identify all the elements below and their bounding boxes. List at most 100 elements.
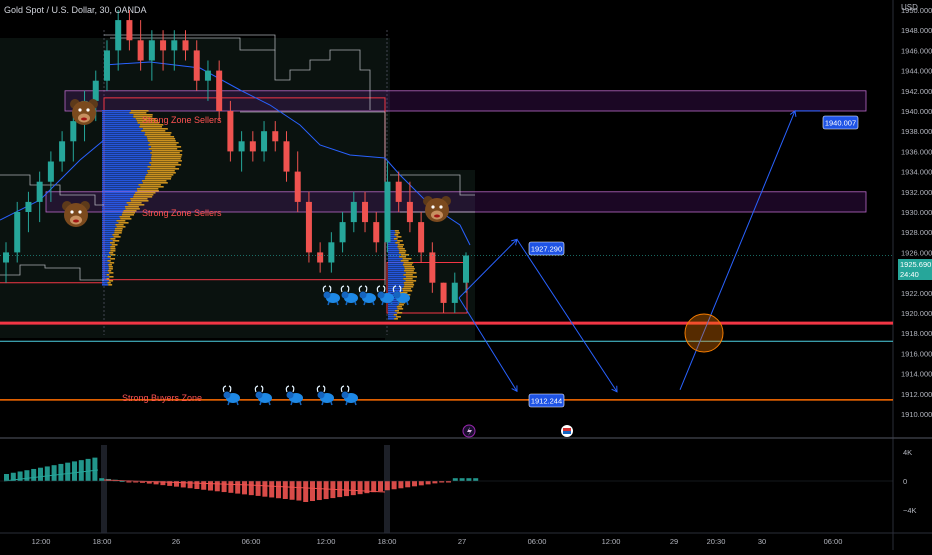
volume-profile-main-bar-blue bbox=[102, 144, 149, 146]
volume-profile-main-bar-gold bbox=[140, 124, 164, 126]
volume-profile-main-bar-gold bbox=[135, 118, 157, 120]
volume-profile-main-bar-blue bbox=[102, 168, 150, 170]
volume-profile-main-bar-gold bbox=[109, 262, 115, 264]
volume-profile-main-bar-blue bbox=[102, 158, 151, 160]
volume-profile-main-bar-blue bbox=[102, 226, 117, 228]
highlight-circle[interactable] bbox=[684, 313, 724, 353]
sellers-zone-upper-label: Strong Zone Sellers bbox=[142, 115, 222, 125]
volume-profile-small-bar-blue bbox=[388, 264, 403, 266]
oscillator-bar bbox=[44, 466, 50, 481]
volume-profile-main-bar-blue bbox=[102, 208, 126, 210]
price-tick-label: 1912.000 bbox=[901, 390, 932, 399]
volume-profile-main-bar-blue bbox=[102, 190, 138, 192]
volume-profile-small-bar-gold bbox=[405, 280, 417, 282]
time-tick-label: 29 bbox=[670, 537, 678, 546]
volume-profile-main-bar-blue bbox=[102, 214, 122, 216]
volume-profile-main-bar-blue bbox=[102, 198, 131, 200]
volume-profile-small-bar-gold bbox=[397, 308, 404, 310]
oscillator-bar bbox=[303, 481, 309, 502]
volume-profile-main-bar-gold bbox=[148, 148, 178, 150]
oscillator-bar bbox=[221, 481, 227, 493]
volume-profile-main-bar-blue bbox=[102, 278, 107, 280]
time-tick-label: 12:00 bbox=[32, 537, 51, 546]
vwap-line bbox=[0, 139, 105, 221]
volume-profile-small-bar-gold bbox=[396, 312, 403, 314]
arrowhead-icon bbox=[511, 238, 518, 246]
bear-mouth bbox=[81, 117, 87, 121]
bull-leg bbox=[327, 301, 330, 306]
bull-icon bbox=[254, 385, 272, 406]
volume-profile-main-bar-blue bbox=[102, 132, 146, 134]
volume-profile-main-bar-blue bbox=[102, 218, 121, 220]
oscillator-bar bbox=[187, 481, 193, 489]
bull-leg bbox=[268, 401, 271, 406]
volume-profile-main-bar-blue bbox=[102, 164, 152, 166]
volume-profile-small-bar-blue bbox=[388, 314, 394, 316]
oscillator-bar bbox=[194, 481, 200, 489]
volume-profile-main-bar-blue bbox=[102, 280, 109, 282]
target-label-3[interactable]: 1940.007 bbox=[822, 115, 859, 130]
volume-profile-main-bar-gold bbox=[136, 188, 159, 190]
economic-event-flag-icon[interactable] bbox=[561, 425, 573, 437]
candle-bearish bbox=[137, 40, 144, 61]
volume-profile-small-bar-blue bbox=[388, 272, 406, 274]
bull-icon bbox=[322, 285, 340, 306]
oscillator-signal bbox=[3, 469, 99, 482]
volume-profile-main-bar-gold bbox=[109, 242, 115, 244]
session-profile-outline bbox=[390, 174, 475, 196]
bear-eye bbox=[78, 210, 82, 214]
oscillator-bar bbox=[228, 481, 234, 493]
volume-profile-main-bar-blue bbox=[102, 134, 145, 136]
oscillator-bar bbox=[51, 465, 57, 481]
oscillator-bar bbox=[432, 481, 438, 484]
volume-profile-main-bar-gold bbox=[114, 232, 122, 234]
oscillator-bar bbox=[364, 481, 370, 494]
oscillator-bar bbox=[412, 481, 417, 487]
volume-profile-main-bar-blue bbox=[102, 110, 131, 112]
candle-bullish bbox=[171, 40, 178, 51]
volume-profile-main-bar-gold bbox=[108, 280, 114, 282]
volume-profile-main-bar-blue bbox=[102, 238, 111, 240]
lightning-event-icon[interactable] bbox=[462, 424, 476, 438]
oscillator-bar bbox=[323, 481, 329, 500]
oscillator-bar bbox=[85, 458, 91, 481]
volume-profile-small-bar-blue bbox=[388, 280, 406, 282]
oscillator-bar bbox=[31, 468, 37, 481]
bull-icon bbox=[392, 285, 410, 306]
oscillator-bar bbox=[24, 470, 30, 481]
candle-bearish bbox=[216, 70, 223, 111]
volume-profile-main-bar-blue bbox=[102, 120, 137, 122]
volume-profile-small-bar-gold bbox=[394, 318, 398, 320]
projection-leg-1 bbox=[458, 239, 518, 299]
target-label-2[interactable]: 1912.244 bbox=[528, 393, 565, 408]
time-tick-label: 26 bbox=[172, 537, 180, 546]
volume-profile-main-bar-blue bbox=[102, 146, 152, 148]
volume-profile-small-bar-gold bbox=[393, 314, 398, 316]
time-tick-label: 30 bbox=[758, 537, 766, 546]
volume-profile-small-bar-blue bbox=[388, 276, 406, 278]
volume-profile-small-bar-blue bbox=[388, 234, 395, 236]
volume-profile-main-bar-gold bbox=[108, 252, 114, 254]
volume-profile-main-bar-gold bbox=[147, 140, 176, 142]
volume-profile-main-bar-gold bbox=[119, 216, 131, 218]
volume-profile-small-bar-gold bbox=[396, 316, 401, 318]
volume-profile-small-bar-gold bbox=[399, 250, 407, 252]
bull-leg bbox=[259, 401, 262, 406]
bear-eye bbox=[70, 210, 74, 214]
bull-leg bbox=[363, 301, 366, 306]
volume-profile-small-bar-blue bbox=[388, 290, 404, 292]
volume-profile-main-bar-gold bbox=[151, 146, 182, 148]
volume-profile-main-bar-gold bbox=[147, 170, 175, 172]
volume-profile-main-bar-gold bbox=[112, 234, 119, 236]
candle-bearish bbox=[126, 20, 133, 41]
volume-profile-main-bar-gold bbox=[109, 276, 114, 278]
volume-profile-main-bar-blue bbox=[102, 216, 120, 218]
target-label-1[interactable]: 1927.290 bbox=[528, 241, 565, 256]
volume-profile-small-bar-blue bbox=[388, 292, 401, 294]
oscillator-bar bbox=[425, 481, 431, 485]
bull-head bbox=[377, 291, 385, 299]
oscillator-bar bbox=[58, 463, 64, 481]
volume-profile-main-bar-blue bbox=[102, 236, 114, 238]
candle-bullish bbox=[14, 212, 21, 253]
